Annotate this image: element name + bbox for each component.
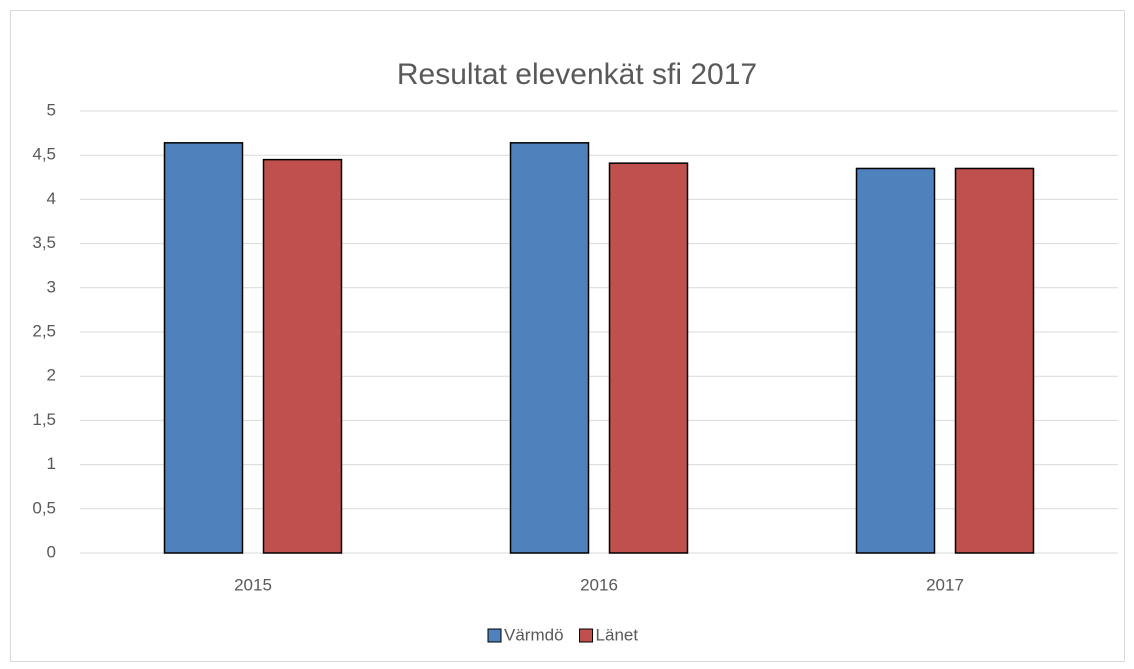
legend-label: Länet [596,625,639,644]
x-tick-label: 2016 [580,575,618,594]
y-tick-label: 3,5 [32,233,56,252]
y-tick-label: 0,5 [32,498,56,517]
bar [855,167,936,554]
chart-title: Resultat elevenkät sfi 2017 [397,58,757,91]
y-tick-label: 5 [47,100,56,119]
bar [954,167,1035,554]
legend-swatch [579,628,594,643]
legend-swatch [487,628,502,643]
y-tick-label: 1 [47,454,56,473]
bar [509,142,590,554]
legend-label: Värmdö [504,625,564,644]
y-tick-label: 1,5 [32,410,56,429]
bar [262,158,343,554]
y-tick-label: 0 [47,542,56,561]
y-tick-label: 2,5 [32,321,56,340]
bar [608,162,689,554]
x-tick-label: 2015 [234,575,272,594]
y-tick-label: 4,5 [32,145,56,164]
y-tick-label: 2 [47,366,56,385]
y-tick-label: 3 [47,277,56,296]
x-tick-label: 2017 [926,575,964,594]
y-tick-label: 4 [47,189,56,208]
bar [163,142,244,554]
